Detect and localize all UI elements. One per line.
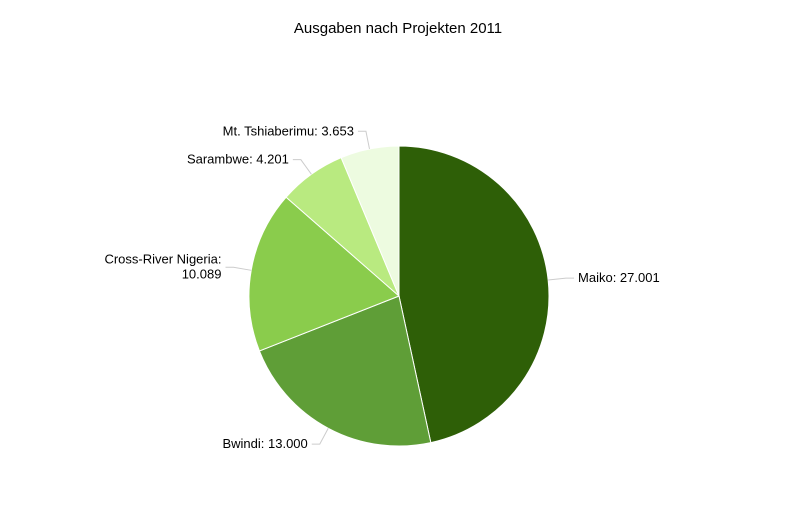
slice-label-sarambwe: Sarambwe: 4.201 <box>187 152 289 167</box>
leader-line-maiko <box>548 277 575 281</box>
leader-line-bwindi <box>311 428 329 445</box>
slice-labels: Maiko: 27.001 Bwindi: 13.000 Cross-River N… <box>104 123 659 451</box>
slice-label-cross-river-nigeria-line-1: Cross-River Nigeria: <box>104 252 221 267</box>
pie-slice-bwindi <box>258 295 432 447</box>
slice-label-cross-river-nigeria-line-2: 10.089 <box>182 267 222 282</box>
leader-line-cross-river-nigeria <box>225 266 252 271</box>
chart-title: Ausgaben nach Projekten 2011 <box>294 20 502 37</box>
pie-slices <box>248 145 550 447</box>
leader-line-sarambwe <box>292 159 312 175</box>
pie-slice-cross-river-nigeria <box>248 196 400 352</box>
slice-label-maiko: Maiko: 27.001 <box>578 270 660 285</box>
slice-label-mt-tshiaberimu: Mt. Tshiaberimu: 3.653 <box>223 123 354 138</box>
pie-slice-maiko <box>398 145 550 444</box>
slice-label-bwindi: Bwindi: 13.000 <box>222 436 307 451</box>
leader-line-mt-tshiaberimu <box>357 130 370 150</box>
leader-lines <box>225 130 575 445</box>
